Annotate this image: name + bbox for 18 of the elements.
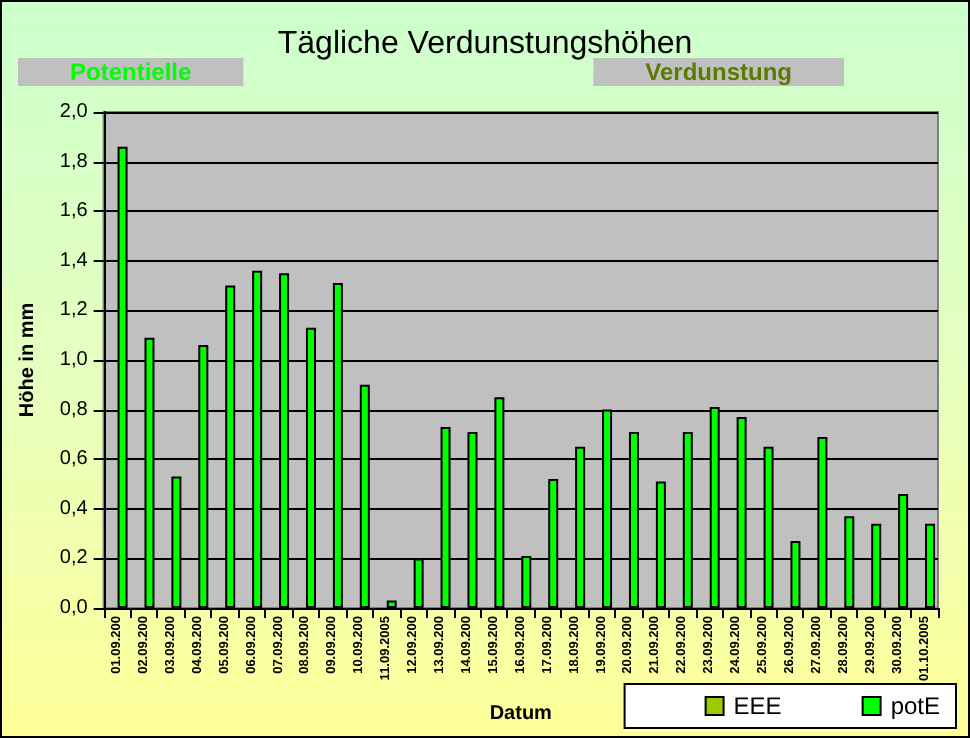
y-tick-label: 0,4 <box>59 497 89 520</box>
y-tick-label: 0,8 <box>59 398 89 421</box>
y-tick-label: 0,6 <box>59 448 89 471</box>
y-tick-label: 1,2 <box>59 299 89 322</box>
y-tick-label: 1,6 <box>59 200 89 223</box>
y-tick-label: 0,2 <box>59 547 89 570</box>
text: Verdunstung <box>645 58 793 86</box>
x-axis-title: Datum <box>489 703 553 725</box>
legend-label: EEE <box>733 692 782 720</box>
y-tick-label: 1,0 <box>59 349 89 371</box>
y-tick-label: 1,8 <box>59 150 89 173</box>
y-axis-title: Höhe in mm <box>17 302 39 418</box>
y-tick-label: 2,0 <box>59 101 89 123</box>
y-tick-label: 0,0 <box>59 597 89 619</box>
text: Potentielle <box>70 58 193 86</box>
chart-title: Tägliche Verdunstungshöhen <box>277 27 693 61</box>
y-tick-label: 1,4 <box>59 249 89 272</box>
legend-label: potE <box>890 692 940 720</box>
